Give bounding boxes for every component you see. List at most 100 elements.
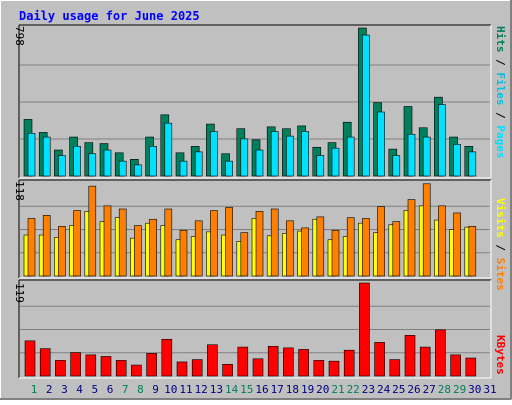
bar-files-day-7 <box>118 160 127 177</box>
bar-sites-day-17 <box>270 208 279 277</box>
bar-files-day-27 <box>422 136 431 177</box>
bar-files-day-19 <box>301 131 309 177</box>
bar-files-day-30 <box>468 151 477 177</box>
day-label-26: 26 <box>407 383 420 396</box>
legend-pages: Pages <box>494 125 507 158</box>
bar-files-day-1 <box>27 133 36 177</box>
day-label-18: 18 <box>286 383 299 396</box>
bar-files-day-3 <box>58 155 66 177</box>
legend-visits: Visits <box>494 198 507 238</box>
bar-sites-day-29 <box>453 212 461 277</box>
bar-kbytes-day-21 <box>328 360 340 377</box>
bar-sites-day-18 <box>286 220 294 277</box>
bar-sites-day-6 <box>103 205 112 277</box>
panel-bottom-side-label: KBytes <box>494 335 507 375</box>
bar-kbytes-day-11 <box>176 361 188 377</box>
day-label-13: 13 <box>210 383 223 396</box>
day-label-21: 21 <box>331 383 344 396</box>
bar-sites-day-13 <box>210 210 218 277</box>
day-label-19: 19 <box>301 383 314 396</box>
bar-sites-day-9 <box>149 218 157 277</box>
day-label-8: 8 <box>137 383 144 396</box>
bar-kbytes-day-6 <box>100 356 112 377</box>
bar-kbytes-day-22 <box>343 349 355 377</box>
bar-files-day-17 <box>270 131 279 177</box>
day-label-24: 24 <box>377 383 391 396</box>
bar-files-day-4 <box>73 146 81 177</box>
panel-middle-bars <box>23 183 477 277</box>
day-label-27: 27 <box>423 383 436 396</box>
bar-kbytes-day-26 <box>404 335 416 377</box>
day-label-28: 28 <box>438 383 451 396</box>
bar-files-day-21 <box>331 147 340 177</box>
bar-kbytes-day-29 <box>450 354 461 377</box>
bar-kbytes-day-2 <box>39 348 51 377</box>
bar-kbytes-day-1 <box>24 340 36 377</box>
panel-top-max-label: 798 <box>13 26 26 46</box>
day-label-16: 16 <box>255 383 268 396</box>
day-label-1: 1 <box>31 383 38 396</box>
bar-kbytes-day-7 <box>115 360 127 377</box>
day-label-11: 11 <box>179 383 192 396</box>
bar-kbytes-day-16 <box>252 358 264 377</box>
bar-sites-day-14 <box>225 207 233 277</box>
bar-sites-day-28 <box>438 205 446 277</box>
day-label-14: 14 <box>225 383 239 396</box>
bar-files-day-23 <box>362 34 370 177</box>
bar-files-day-15 <box>240 138 249 177</box>
bar-sites-day-2 <box>42 215 51 277</box>
bar-sites-day-30 <box>468 226 477 277</box>
legend-sep-1: / <box>494 53 507 73</box>
bar-sites-day-7 <box>118 208 127 277</box>
legend-hits: Hits <box>494 26 507 53</box>
bar-files-day-26 <box>407 133 416 177</box>
bar-files-day-10 <box>164 122 173 177</box>
bar-kbytes-day-15 <box>237 346 249 377</box>
bar-files-day-9 <box>149 146 157 177</box>
bar-sites-day-5 <box>88 185 97 277</box>
bar-sites-day-22 <box>346 217 355 277</box>
day-label-20: 20 <box>316 383 329 396</box>
bar-files-day-20 <box>316 155 325 177</box>
bar-sites-day-11 <box>179 229 188 277</box>
panel-middle-side-label: Visits / Sites <box>494 198 507 291</box>
bar-sites-day-23 <box>362 218 370 277</box>
day-label-3: 3 <box>61 383 68 396</box>
day-label-22: 22 <box>347 383 360 396</box>
day-label-10: 10 <box>164 383 177 396</box>
bar-sites-day-21 <box>331 229 340 277</box>
legend-sites: Sites <box>494 258 507 291</box>
bar-kbytes-day-14 <box>222 363 233 377</box>
bar-sites-day-19 <box>301 227 309 277</box>
bar-sites-day-15 <box>240 232 249 277</box>
panel-top-side-label: Hits / Files / Pages <box>494 26 507 159</box>
panel-bottom: 119 KBytes <box>13 279 507 379</box>
day-label-30: 30 <box>468 383 481 396</box>
bar-kbytes-day-3 <box>55 360 66 377</box>
day-label-5: 5 <box>91 383 98 396</box>
bar-kbytes-day-5 <box>85 354 97 377</box>
day-label-23: 23 <box>362 383 375 396</box>
panel-middle-max-label: 118 <box>13 181 26 201</box>
bar-files-day-6 <box>103 149 112 177</box>
bar-sites-day-3 <box>58 226 66 277</box>
day-label-12: 12 <box>195 383 208 396</box>
bar-files-day-11 <box>179 160 188 177</box>
bar-sites-day-10 <box>164 208 173 277</box>
legend-sep-3: / <box>494 238 507 258</box>
bar-files-day-2 <box>42 136 51 177</box>
day-label-31: 31 <box>483 383 496 396</box>
bar-kbytes-day-9 <box>146 353 157 377</box>
panel-top-bars <box>23 27 477 177</box>
bar-sites-day-26 <box>407 199 416 277</box>
bar-files-day-12 <box>194 151 203 177</box>
bar-kbytes-day-20 <box>313 360 325 377</box>
chart-title: Daily usage for June 2025 <box>19 9 200 23</box>
day-label-9: 9 <box>152 383 159 396</box>
bar-sites-day-4 <box>73 210 81 277</box>
bar-kbytes-day-30 <box>465 357 477 377</box>
bar-files-day-8 <box>134 164 142 177</box>
bar-files-day-18 <box>286 135 294 177</box>
